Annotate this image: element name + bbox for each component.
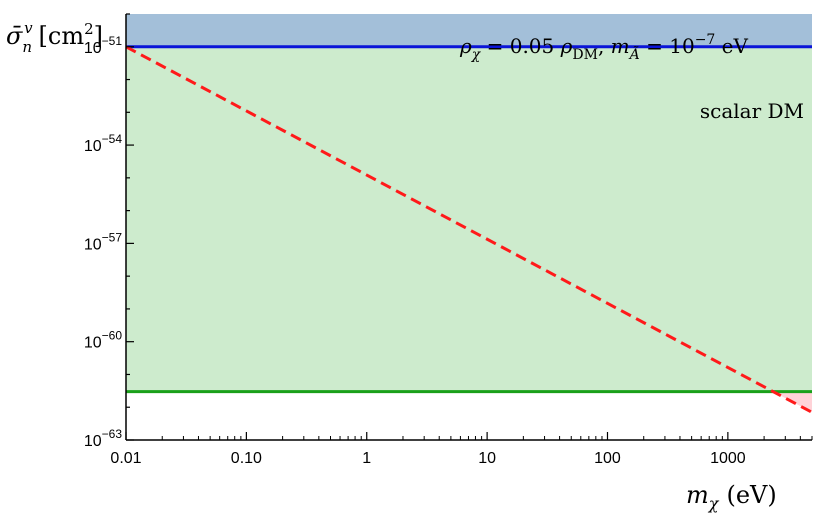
y-tick-label: 10−54 — [84, 132, 122, 155]
x-tick-label: 0.10 — [231, 450, 262, 467]
region-excluded-top — [126, 14, 812, 47]
region-green-band — [126, 46, 812, 392]
y-tick-label: 10−57 — [84, 230, 122, 253]
annotation-scalar-dm: scalar DM — [700, 99, 804, 123]
y-tick-label: 10−63 — [84, 427, 122, 450]
x-tick-label: 10 — [478, 450, 496, 467]
x-tick-label: 100 — [594, 450, 621, 467]
series-red-dashed-line — [125, 45, 813, 414]
x-axis-title: mχ (eV) — [686, 481, 777, 513]
x-tick-label: 0.01 — [110, 450, 141, 467]
x-tick-label: 1000 — [710, 450, 746, 467]
y-axis-title: σ̄nv [cm2] — [6, 19, 103, 56]
annotation-parameters: ρχ = 0.05 ρDM, mÃ = 10−7 eV — [459, 32, 749, 63]
y-tick-label: 10−51 — [84, 34, 122, 57]
x-tick-label: 1 — [362, 450, 371, 467]
y-tick-label: 10−60 — [84, 329, 122, 352]
